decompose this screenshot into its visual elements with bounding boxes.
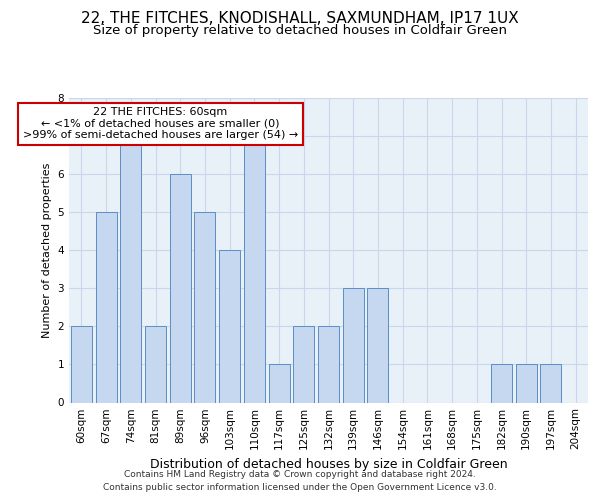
Bar: [71, 326, 92, 402]
Bar: [170, 174, 191, 402]
Bar: [343, 288, 364, 403]
Bar: [145, 326, 166, 402]
Bar: [367, 288, 388, 403]
Bar: [244, 136, 265, 402]
Bar: [318, 326, 339, 402]
Bar: [219, 250, 240, 402]
Bar: [541, 364, 562, 403]
Bar: [269, 364, 290, 403]
Text: Contains HM Land Registry data © Crown copyright and database right 2024.
Contai: Contains HM Land Registry data © Crown c…: [103, 470, 497, 492]
Bar: [194, 212, 215, 402]
Bar: [120, 136, 141, 402]
Y-axis label: Number of detached properties: Number of detached properties: [42, 162, 52, 338]
X-axis label: Distribution of detached houses by size in Coldfair Green: Distribution of detached houses by size …: [149, 458, 508, 471]
Bar: [293, 326, 314, 402]
Text: 22, THE FITCHES, KNODISHALL, SAXMUNDHAM, IP17 1UX: 22, THE FITCHES, KNODISHALL, SAXMUNDHAM,…: [81, 11, 519, 26]
Bar: [95, 212, 116, 402]
Bar: [491, 364, 512, 403]
Text: 22 THE FITCHES: 60sqm
← <1% of detached houses are smaller (0)
>99% of semi-deta: 22 THE FITCHES: 60sqm ← <1% of detached …: [23, 107, 298, 140]
Bar: [516, 364, 537, 403]
Text: Size of property relative to detached houses in Coldfair Green: Size of property relative to detached ho…: [93, 24, 507, 37]
